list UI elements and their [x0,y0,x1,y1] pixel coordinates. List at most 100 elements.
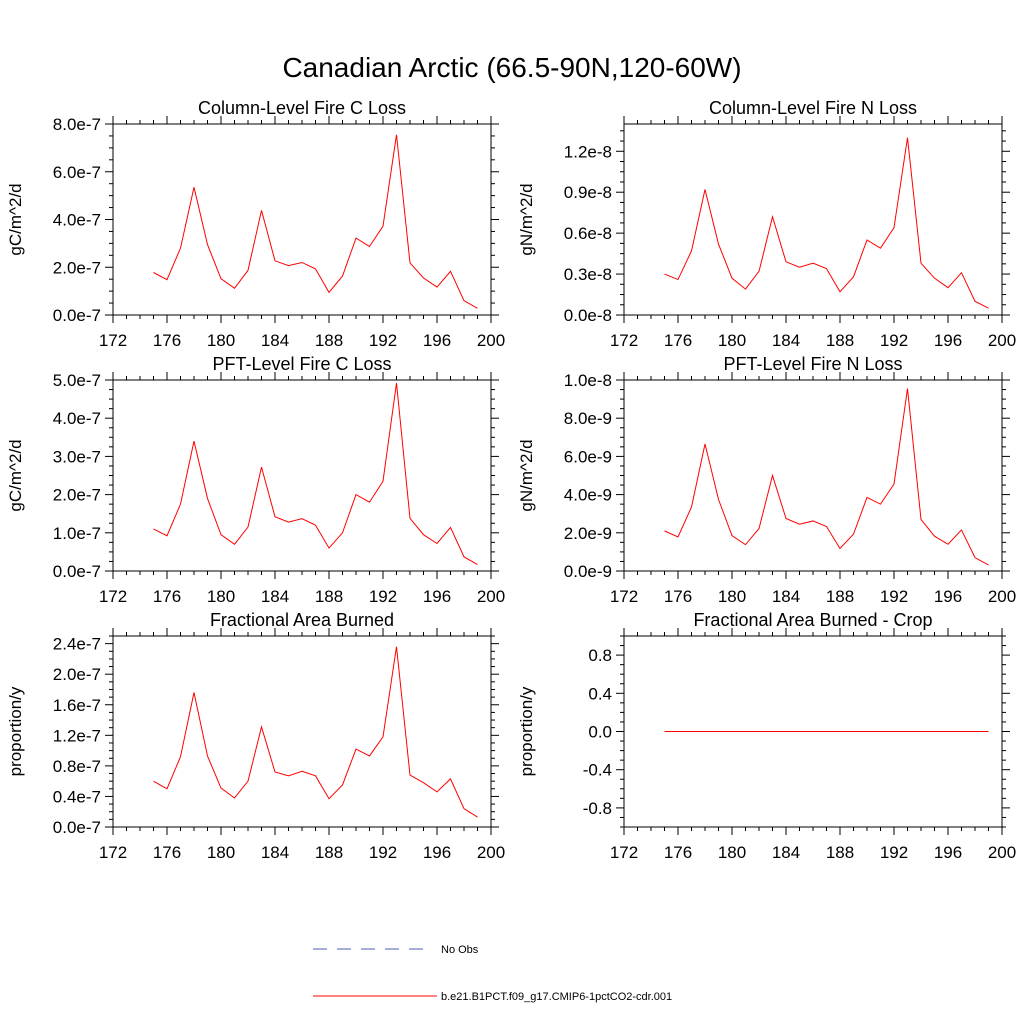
y-tick-label: 0.0e-7 [53,818,101,837]
legend: No Obs b.e21.B1PCT.f09_g17.CMIP6-1pctCO2… [313,944,672,1003]
x-tick-label: 184 [772,587,800,606]
x-tick-label: 184 [261,843,289,862]
x-tick-label: 188 [826,331,854,350]
y-tick-label: 0.0e-7 [53,306,101,325]
x-tick-label: 196 [423,587,451,606]
x-tick-label: 180 [207,587,235,606]
panel-title: Column-Level Fire C Loss [198,98,406,118]
series-line [664,137,989,309]
y-tick-label: -0.4 [583,761,612,780]
plot-frame [112,379,492,572]
panel-3: PFT-Level Fire C Loss gC/m^2/d 172 176 180 18… [6,354,505,606]
main-title: Canadian Arctic (66.5-90N,120-60W) [282,52,741,83]
x-tick-label: 176 [153,331,181,350]
y-tick-label: 6.0e-7 [53,163,101,182]
y-axis-label: proportion/y [517,686,536,776]
x-tick-label: 180 [207,331,235,350]
panels: Column-Level Fire C Loss gC/m^2/d 172 176 18… [6,98,1016,862]
y-tick-label: 4.0e-7 [53,211,101,230]
y-tick-label: 2.4e-7 [53,635,101,654]
y-tick-label: 1.2e-8 [564,142,612,161]
y-tick-label: 2.0e-9 [564,524,612,543]
series-line [153,646,478,818]
y-axis-label: proportion/y [6,686,25,776]
y-tick-label: 0.9e-8 [564,183,612,202]
series-line [153,134,478,309]
x-tick-label: 188 [315,331,343,350]
x-tick-label: 196 [934,843,962,862]
x-tick-label: 200 [477,587,505,606]
panel-title: Column-Level Fire N Loss [709,98,917,118]
x-tick-label: 176 [153,587,181,606]
x-tick-label: 196 [934,331,962,350]
x-tick-label: 176 [664,331,692,350]
y-axis-label: gN/m^2/d [517,439,536,511]
x-tick-label: 196 [423,843,451,862]
x-tick-label: 184 [772,843,800,862]
y-tick-label: 5.0e-7 [53,371,101,390]
x-tick-label: 196 [934,587,962,606]
x-tick-label: 192 [369,587,397,606]
y-tick-label: 8.0e-9 [564,409,612,428]
y-tick-label: 0.0 [588,723,612,742]
y-tick-label: -0.8 [583,799,612,818]
x-tick-label: 188 [826,587,854,606]
y-tick-label: 0.4e-7 [53,787,101,806]
x-tick-label: 200 [477,843,505,862]
y-tick-label: 1.2e-7 [53,726,101,745]
y-tick-label: 0.8 [588,646,612,665]
y-tick-label: 4.0e-9 [564,486,612,505]
x-tick-label: 192 [880,331,908,350]
series-line [664,388,989,566]
panel-5: Fractional Area Burned proportion/y 172 176… [6,610,505,862]
x-tick-label: 184 [261,331,289,350]
legend-label-model: b.e21.B1PCT.f09_g17.CMIP6-1pctCO2-cdr.00… [441,991,672,1003]
x-tick-label: 192 [369,843,397,862]
x-tick-label: 200 [477,331,505,350]
y-tick-label: 0.4 [588,684,612,703]
y-tick-label: 2.0e-7 [53,665,101,684]
y-tick-label: 1.0e-7 [53,524,101,543]
panel-4: PFT-Level Fire N Loss gN/m^2/d 172 176 180 18… [517,354,1016,606]
y-tick-label: 0.0e-9 [564,562,612,581]
y-tick-label: 0.8e-7 [53,757,101,776]
x-tick-label: 188 [315,843,343,862]
x-tick-label: 196 [423,331,451,350]
x-tick-label: 172 [610,587,638,606]
panel-6: Fractional Area Burned - Crop proportion/… [517,610,1016,862]
x-tick-label: 172 [99,843,127,862]
x-tick-label: 172 [99,587,127,606]
y-axis-label: gN/m^2/d [517,183,536,255]
y-tick-label: 0.0e-7 [53,562,101,581]
x-tick-label: 172 [99,331,127,350]
y-tick-label: 1.6e-7 [53,696,101,715]
y-tick-label: 2.0e-7 [53,258,101,277]
y-tick-label: 4.0e-7 [53,409,101,428]
x-tick-label: 180 [718,587,746,606]
x-tick-label: 192 [369,331,397,350]
x-tick-label: 200 [988,843,1016,862]
x-tick-label: 176 [664,587,692,606]
x-tick-label: 180 [718,331,746,350]
x-tick-label: 180 [207,843,235,862]
panel-1: Column-Level Fire C Loss gC/m^2/d 172 176 18… [6,98,505,350]
y-axis-label: gC/m^2/d [6,183,25,255]
x-tick-label: 172 [610,843,638,862]
x-tick-label: 188 [315,587,343,606]
plot-frame [112,123,492,316]
y-axis-label: gC/m^2/d [6,439,25,511]
x-tick-label: 192 [880,587,908,606]
panel-2: Column-Level Fire N Loss gN/m^2/d 172 176 18… [517,98,1016,350]
x-tick-label: 200 [988,331,1016,350]
panel-title: Fractional Area Burned [210,610,394,630]
y-tick-label: 3.0e-7 [53,447,101,466]
legend-label-no-obs: No Obs [441,944,479,956]
panel-title: PFT-Level Fire N Loss [723,354,902,374]
x-tick-label: 180 [718,843,746,862]
y-tick-label: 0.6e-8 [564,224,612,243]
y-tick-label: 1.0e-8 [564,371,612,390]
x-tick-label: 172 [610,331,638,350]
x-tick-label: 176 [153,843,181,862]
x-tick-label: 200 [988,587,1016,606]
